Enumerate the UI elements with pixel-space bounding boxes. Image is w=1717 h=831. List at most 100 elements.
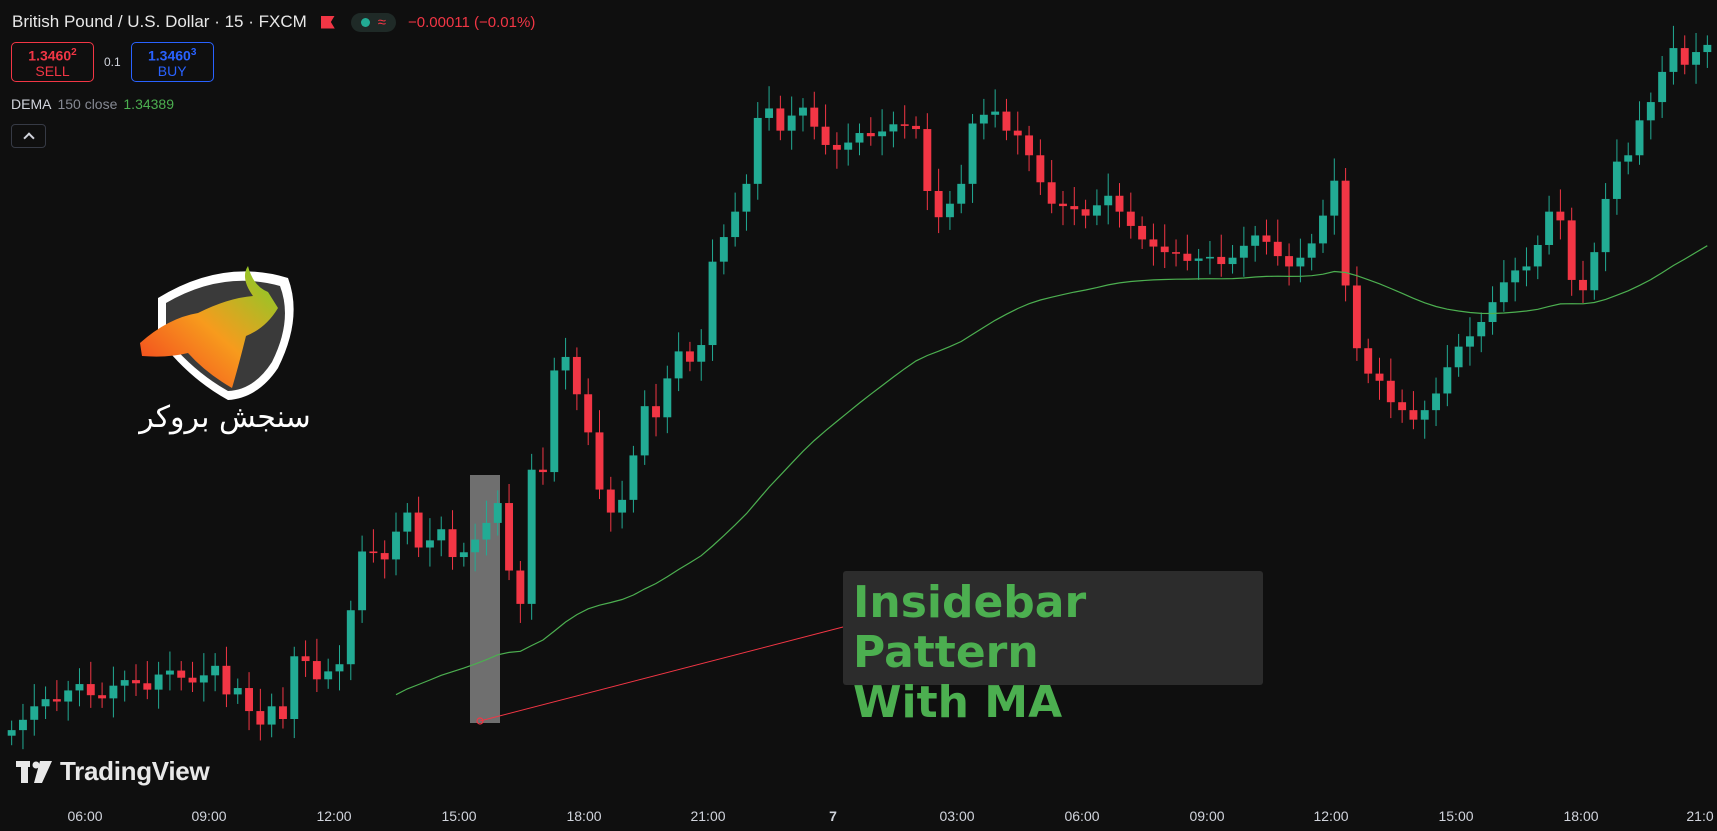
candle-body [222,665,231,695]
candle-body [629,455,638,500]
candle-body [945,203,954,218]
candle-body [1522,266,1531,271]
candle-body [561,356,570,371]
candle-body [719,237,728,262]
candle-body [900,124,909,126]
tradingview-wordmark: TradingView [60,756,210,786]
candle-body [1307,243,1316,258]
broker-logo-icon [140,266,294,400]
candle-body [301,656,310,662]
annotation-callout[interactable]: Insidebar Pattern With MA [843,571,1263,728]
candle-body [1658,71,1667,103]
candle-body [1624,155,1633,162]
candle-body [459,552,468,558]
candle-body [1601,198,1610,253]
candle-body [1635,120,1644,156]
indicator-name[interactable]: DEMA [11,96,52,112]
candle-body [606,489,615,513]
time-tick: 12:00 [1313,808,1349,824]
candle-body [1386,380,1395,403]
candle-body [663,378,672,418]
candle-body [674,351,683,379]
sell-price-pip: 2 [71,46,77,58]
chevron-up-icon [22,132,35,144]
candle-body [1217,256,1226,265]
candle-body [821,126,830,145]
candle-body [618,499,627,513]
candle-body [245,688,254,712]
candle-body [1104,195,1113,206]
sell-label: SELL [35,63,70,80]
price-change: −0.00011 (−0.01%) [408,13,536,31]
candle-body [1420,410,1429,420]
time-axis[interactable]: 06:00 09:00 12:00 15:00 18:00 21:00 7 03… [0,808,1717,830]
time-tick: 15:00 [1438,808,1474,824]
candles-layer [7,25,1712,750]
symbol-header[interactable]: British Pound / U.S. Dollar · 15 · FXCM … [12,12,535,32]
candle-body [697,345,706,362]
candle-body [539,469,547,473]
candle-body [1239,245,1248,258]
quantity-label[interactable]: 0.1 [104,55,121,69]
candle-body [572,356,581,395]
candle-body [482,522,491,540]
candle-body [765,108,774,118]
indicator-legend[interactable]: DEMA 150 close 1.34389 [11,96,174,112]
candle-body [527,469,536,604]
candle-body [1680,48,1689,65]
candle-body [256,711,265,725]
candle-body [1556,211,1565,221]
tradingview-icon [16,760,52,783]
candle-body [346,610,355,665]
candle-body [889,124,898,132]
time-tick: 03:00 [939,808,975,824]
time-tick: 09:00 [1189,808,1225,824]
candle-body [1251,235,1260,246]
candle-body [979,114,988,124]
time-tick: 12:00 [316,808,352,824]
candle-body [312,661,321,680]
candle-body [866,133,875,137]
candle-body [1228,257,1237,265]
sell-button[interactable]: 1.34602 SELL [11,42,94,82]
symbol-title[interactable]: British Pound / U.S. Dollar · 15 · FXCM [12,12,307,31]
candle-body [550,370,559,473]
candle-body [832,144,841,150]
candle-body [1590,252,1599,291]
candle-body [1398,402,1407,411]
candle-body [7,730,16,736]
candle-body [934,191,943,218]
candle-body [132,680,140,684]
candle-body [30,706,39,720]
candle-body [165,670,174,675]
candle-body [1669,48,1678,72]
candle-body [1092,205,1101,216]
flag-icon[interactable] [320,15,335,29]
buy-button[interactable]: 1.34603 BUY [130,42,214,82]
candle-body [1025,135,1034,156]
candle-body [335,664,344,672]
candle-body [878,131,887,137]
collapse-legend-button[interactable] [11,124,46,148]
tradingview-logo[interactable]: TradingView [16,756,210,787]
market-status-pill[interactable]: ≈ [350,12,396,32]
candle-body [1002,111,1011,131]
time-tick: 06:00 [67,808,103,824]
candle-body [211,665,220,676]
candle-body [1285,256,1294,267]
candle-body [1579,279,1587,291]
candle-body [1172,252,1180,254]
candle-body [290,656,299,720]
candle-body [810,107,819,127]
candle-body [109,685,118,699]
candle-body [1138,225,1147,240]
candle-body [505,503,514,571]
candle-body [787,115,796,131]
time-tick: 18:00 [1563,808,1599,824]
candle-body [1533,244,1542,267]
candle-body [425,540,434,548]
candle-body [1341,180,1350,286]
candle-body [1454,346,1463,368]
